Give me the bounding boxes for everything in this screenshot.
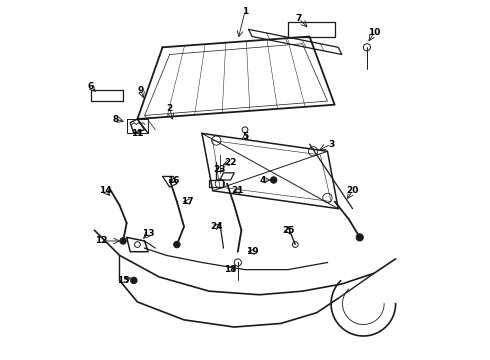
Text: 6: 6	[88, 82, 94, 91]
Text: 13: 13	[142, 229, 154, 238]
Circle shape	[173, 241, 180, 248]
Text: 17: 17	[181, 197, 194, 206]
Text: 25: 25	[282, 226, 294, 235]
Text: 16: 16	[167, 176, 179, 185]
Text: 11: 11	[131, 129, 144, 138]
Circle shape	[131, 277, 137, 284]
Text: 15: 15	[117, 276, 129, 285]
Circle shape	[356, 234, 364, 241]
Text: 3: 3	[328, 140, 334, 149]
Text: 12: 12	[96, 237, 108, 246]
Text: 10: 10	[368, 28, 380, 37]
Text: 19: 19	[246, 247, 259, 256]
Text: 22: 22	[224, 158, 237, 167]
Text: 9: 9	[138, 86, 144, 95]
Text: 1: 1	[242, 7, 248, 16]
Text: 23: 23	[214, 165, 226, 174]
Text: 21: 21	[232, 186, 244, 195]
Circle shape	[120, 238, 126, 244]
Text: 8: 8	[113, 114, 119, 123]
Circle shape	[270, 177, 277, 183]
Text: 2: 2	[167, 104, 173, 113]
Text: 18: 18	[224, 265, 237, 274]
Text: 14: 14	[99, 186, 111, 195]
Text: 5: 5	[242, 132, 248, 141]
Text: 24: 24	[210, 222, 222, 231]
Text: 20: 20	[346, 186, 359, 195]
Text: 7: 7	[295, 14, 302, 23]
Text: 4: 4	[260, 176, 266, 185]
